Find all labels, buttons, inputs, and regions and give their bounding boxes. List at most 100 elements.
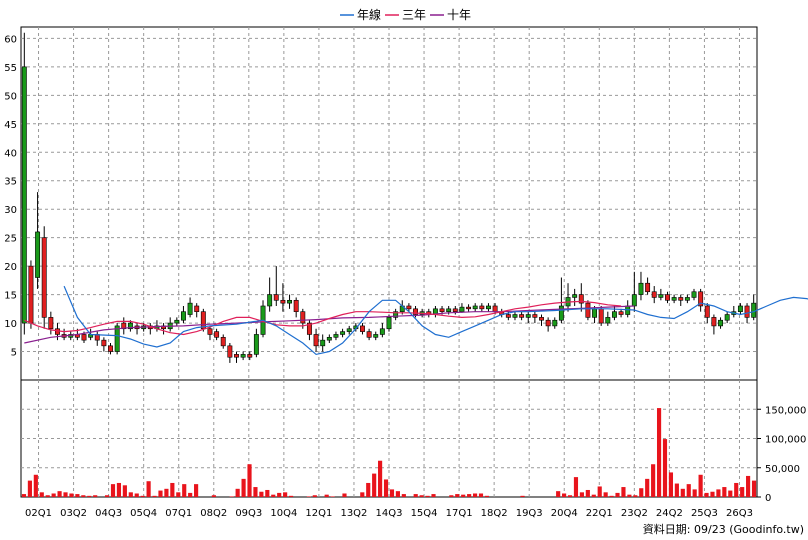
candle-body-up xyxy=(631,294,637,307)
candle-body-up xyxy=(393,311,399,318)
volume-bar xyxy=(746,475,751,497)
candle-body-up xyxy=(340,331,346,335)
candle-body-down xyxy=(618,311,624,315)
candle-body-up xyxy=(240,354,246,358)
volume-bar xyxy=(609,495,614,497)
volume-bar xyxy=(680,488,685,497)
candle-body-down xyxy=(366,331,372,338)
x-tick-label: 14Q3 xyxy=(376,508,403,519)
volume-bar xyxy=(734,482,739,497)
candle-body-up xyxy=(373,334,379,338)
volume-bar xyxy=(63,492,68,497)
volume-bar xyxy=(330,496,335,497)
volume-bar xyxy=(567,495,573,497)
volume-bar xyxy=(247,464,252,497)
volume-bar xyxy=(413,494,418,497)
candle-body-down xyxy=(28,265,34,324)
x-tick-label: 24Q2 xyxy=(656,508,683,519)
volume-bar xyxy=(520,495,525,497)
legend-label-three: 三年 xyxy=(402,8,426,22)
volume-bar xyxy=(93,495,98,497)
x-tick-label: 23Q2 xyxy=(621,508,648,519)
candle-body-down xyxy=(293,299,299,312)
volume-bar xyxy=(253,487,258,497)
volume-bar xyxy=(259,491,264,497)
candle-body-up xyxy=(737,305,743,312)
candle-body-up xyxy=(386,317,392,330)
candle-body-down xyxy=(220,336,226,347)
candle-body-up xyxy=(326,336,332,341)
x-axis: 02Q1 03Q2 04Q3 05Q4 07Q1 08Q2 09Q3 10Q4 12Q1 13Q2… xyxy=(25,508,753,519)
candle-body-up xyxy=(379,328,385,335)
candle-body-up xyxy=(174,319,180,324)
volume-bar xyxy=(277,492,282,497)
candle-body-up xyxy=(346,328,352,332)
x-tick-label: 02Q1 xyxy=(25,508,52,519)
volume-y-tick-label: 0 xyxy=(765,493,771,504)
candle-body-up xyxy=(592,308,598,318)
volume-bar xyxy=(366,482,371,497)
volume-bar xyxy=(33,474,38,497)
volume-bar xyxy=(128,492,133,497)
volume-bar xyxy=(603,492,608,497)
x-tick-label: 22Q1 xyxy=(586,508,613,519)
candle-body-up xyxy=(287,299,292,304)
price-y-tick-label: 5 xyxy=(11,348,17,359)
price-y-tick-label: 10 xyxy=(4,319,17,330)
candle-body-down xyxy=(406,305,412,310)
volume-bar xyxy=(484,495,490,497)
volume-bar xyxy=(591,494,596,497)
candle-body-down xyxy=(207,328,213,335)
candle-body-down xyxy=(704,305,710,318)
candle-body-up xyxy=(718,319,723,327)
volume-bar xyxy=(656,408,662,497)
volume-bar xyxy=(472,493,478,497)
volume-bar xyxy=(419,495,424,497)
candle-body-down xyxy=(280,299,286,304)
candle-body-up xyxy=(691,291,697,298)
volume-bar xyxy=(621,487,626,497)
x-tick-label: 15Q4 xyxy=(411,508,438,519)
volume-bar xyxy=(662,439,668,497)
candle-body-up xyxy=(724,314,730,321)
volume-bar xyxy=(395,491,400,497)
candle-body-down xyxy=(81,334,87,341)
volume-bar xyxy=(235,488,240,497)
volume-bar xyxy=(194,484,199,497)
candle-body-down xyxy=(492,305,498,312)
volume-bar xyxy=(467,494,472,497)
candle-body-up xyxy=(486,305,491,310)
x-tick-label: 13Q2 xyxy=(340,508,367,519)
volume-bar xyxy=(378,460,383,497)
volume-bar xyxy=(556,491,561,497)
volume-bar xyxy=(342,493,347,497)
volume-bar xyxy=(478,493,484,497)
candle-body-up xyxy=(320,339,326,347)
volume-bar xyxy=(639,488,644,497)
candle-body-down xyxy=(532,314,538,318)
candle-body-down xyxy=(360,325,365,332)
volume-bar xyxy=(182,484,187,497)
candle-body-up xyxy=(459,306,465,312)
volume-bar xyxy=(585,489,590,497)
candle-body-up xyxy=(253,334,259,355)
candle-body-down xyxy=(505,314,511,318)
volume-bar xyxy=(265,489,270,497)
x-tick-label: 19Q3 xyxy=(516,508,543,519)
volume-bar xyxy=(383,479,389,497)
candle-body-down xyxy=(300,311,306,324)
volume-bar xyxy=(312,495,317,497)
price-y-tick-label: 50 xyxy=(4,91,17,102)
x-tick-label: 03Q2 xyxy=(60,508,87,519)
legend-label-year: 年線 xyxy=(357,7,381,22)
volume-bar xyxy=(579,492,584,497)
volume-bar xyxy=(134,493,139,497)
x-tick-label: 08Q2 xyxy=(200,508,227,519)
volume-bar xyxy=(229,496,234,497)
volume-bar xyxy=(704,492,709,497)
price-y-tick-label: 40 xyxy=(4,148,17,159)
volume-bar xyxy=(710,491,715,497)
volume-bar xyxy=(401,494,406,497)
price-y-tick-label: 45 xyxy=(4,120,17,131)
candle-body-down xyxy=(452,308,458,312)
